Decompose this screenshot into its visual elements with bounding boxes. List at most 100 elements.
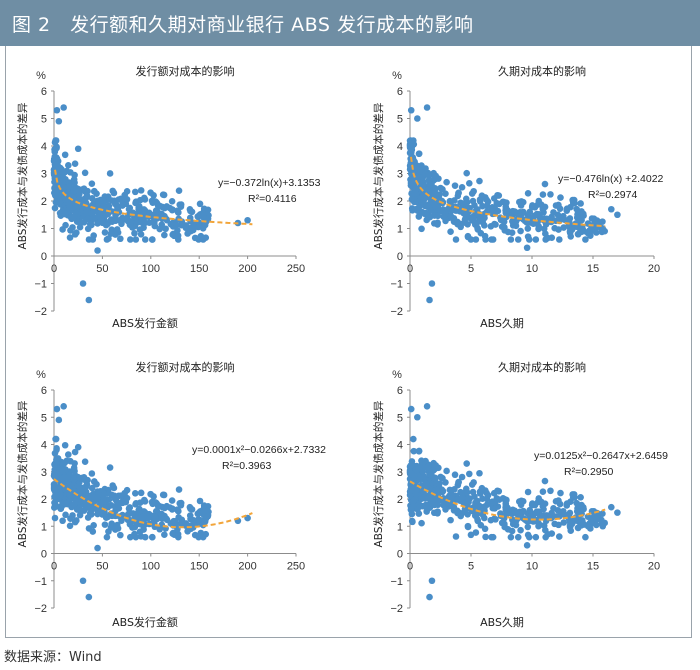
data-point <box>587 232 594 239</box>
data-point <box>415 447 423 455</box>
data-point <box>511 507 518 514</box>
y-tick-label: 2 <box>397 494 403 506</box>
data-point <box>57 212 65 219</box>
data-point <box>187 207 194 215</box>
data-point <box>551 520 558 528</box>
data-point <box>77 200 84 207</box>
y-tick-label: 4 <box>397 440 403 452</box>
y-axis-label: ABS发行成本与发债成本的差异 <box>372 103 385 250</box>
trendline-equation: y=−0.476ln(x) +2.4022 <box>558 173 664 185</box>
data-point <box>434 501 442 509</box>
data-point <box>112 526 119 533</box>
data-point <box>469 215 477 223</box>
data-point <box>103 533 111 541</box>
data-point <box>156 202 164 210</box>
data-point <box>509 218 516 225</box>
data-point <box>563 207 571 214</box>
data-point <box>196 200 204 208</box>
data-point <box>119 498 126 505</box>
data-point <box>81 458 89 465</box>
data-point <box>60 175 68 183</box>
data-point <box>163 203 171 210</box>
data-point <box>552 498 560 505</box>
data-point <box>477 214 484 222</box>
data-point <box>178 221 185 229</box>
data-point <box>90 232 97 239</box>
data-point <box>53 456 60 464</box>
data-point <box>528 501 536 509</box>
trendline <box>53 478 253 529</box>
data-point <box>592 512 600 519</box>
data-point <box>434 212 442 220</box>
data-point <box>201 220 209 228</box>
x-tick-label: 0 <box>407 561 413 573</box>
data-point <box>511 208 518 215</box>
data-point <box>137 514 145 522</box>
data-point-outlier <box>608 503 615 511</box>
data-point-outlier <box>79 280 87 287</box>
data-point <box>163 502 171 510</box>
data-point <box>588 517 595 525</box>
data-point <box>598 516 605 524</box>
data-point <box>441 210 449 218</box>
y-tick-label: 2 <box>41 196 47 208</box>
data-point <box>588 215 596 222</box>
data-point <box>141 533 149 541</box>
data-point <box>132 198 140 205</box>
data-point <box>488 499 496 506</box>
data-point-outlier <box>414 413 421 421</box>
data-point <box>450 503 458 511</box>
data-point <box>196 497 204 505</box>
y-tick-label: 6 <box>397 86 403 98</box>
data-point-outlier <box>423 104 431 111</box>
figure-title-bar: 图 2 发行额和久期对商业银行 ABS 发行成本的影响 <box>0 0 700 46</box>
data-point <box>479 495 486 502</box>
data-point <box>490 489 498 497</box>
x-axis-label: ABS久期 <box>480 616 524 629</box>
data-point <box>503 510 510 518</box>
data-source-note: 数据来源：Wind <box>4 650 102 665</box>
data-point <box>118 220 125 228</box>
data-point <box>52 435 59 443</box>
data-point <box>190 517 197 524</box>
data-point <box>70 475 78 483</box>
data-point <box>458 184 466 191</box>
data-point <box>416 474 423 481</box>
data-point <box>127 533 134 541</box>
data-point <box>452 236 460 243</box>
data-point <box>147 490 154 498</box>
data-point <box>133 521 140 528</box>
data-point-outlier <box>55 117 63 125</box>
data-point-outlier <box>74 443 82 451</box>
data-point <box>88 180 96 187</box>
data-point <box>70 187 78 195</box>
data-point <box>131 188 139 196</box>
data-point <box>159 491 167 499</box>
data-point <box>540 225 548 233</box>
data-point <box>582 533 589 541</box>
data-point <box>72 204 79 211</box>
data-point <box>176 500 184 507</box>
data-point <box>89 504 97 512</box>
data-point-outlier <box>614 211 621 219</box>
data-point <box>173 506 181 513</box>
data-point <box>137 230 145 238</box>
data-point <box>463 198 471 206</box>
data-point <box>61 151 69 159</box>
data-point <box>73 218 81 225</box>
data-point <box>477 506 484 514</box>
data-point <box>488 205 496 212</box>
data-point-outlier <box>407 405 415 413</box>
data-point <box>452 533 460 540</box>
data-point <box>497 216 505 224</box>
data-point <box>418 225 425 233</box>
data-point <box>435 464 442 472</box>
data-point <box>148 533 156 541</box>
data-point <box>52 492 60 499</box>
data-point <box>51 472 59 479</box>
data-point <box>111 492 118 500</box>
data-point <box>563 502 571 509</box>
data-point <box>547 487 554 495</box>
chart-title: 发行额对成本的影响 <box>136 64 235 78</box>
